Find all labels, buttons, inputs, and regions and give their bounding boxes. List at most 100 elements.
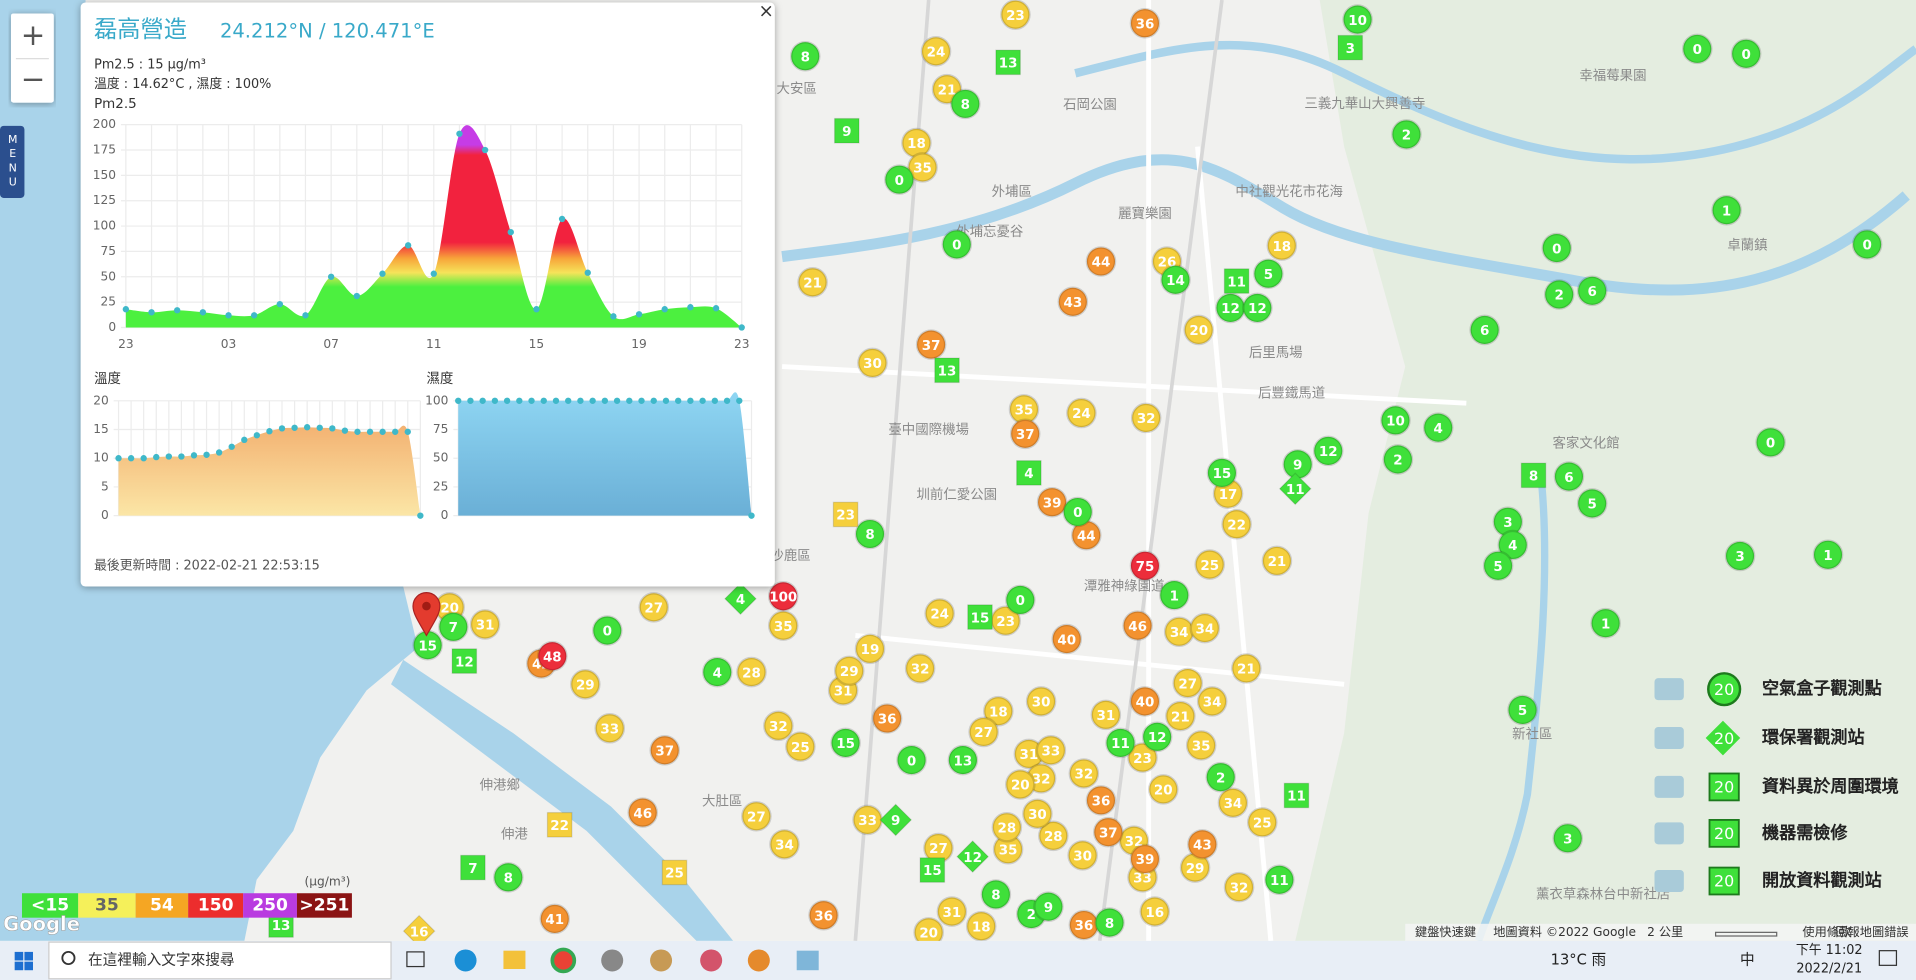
marker-value: 35 — [1015, 404, 1034, 419]
legend-label: 開放資料觀測站 — [1762, 870, 1882, 891]
station-marker — [907, 152, 938, 183]
station-marker — [1130, 402, 1162, 434]
data-point — [327, 273, 335, 280]
marker-value: 46 — [633, 807, 652, 822]
station-marker — [1708, 819, 1740, 848]
marker-value: 8 — [1529, 470, 1538, 485]
station-marker — [1520, 462, 1547, 489]
marker-value: 0 — [895, 174, 904, 189]
data-point — [341, 427, 349, 434]
data-point — [278, 425, 286, 432]
app-icon[interactable] — [601, 949, 624, 972]
app-icon[interactable] — [796, 950, 819, 971]
marker-value: 0 — [1552, 242, 1561, 257]
level-label: 54 — [150, 895, 174, 915]
marker-value: 2 — [1027, 908, 1036, 923]
marker-value: 21 — [803, 276, 822, 291]
marker-value: 32 — [769, 720, 788, 735]
station-marker — [983, 695, 1014, 727]
y-tick-label: 75 — [101, 244, 117, 258]
weather[interactable]: 13°C 雨 — [1551, 951, 1607, 968]
app-icon[interactable] — [700, 949, 723, 972]
task-view[interactable] — [406, 951, 425, 968]
station-marker — [1543, 279, 1575, 310]
station-marker — [1165, 700, 1196, 732]
level-swatch — [21, 893, 79, 918]
marker-value: 4 — [736, 593, 745, 608]
station-marker — [1507, 694, 1538, 726]
pm25-reading: Pm2.5 : 15 μg/m³ — [94, 57, 206, 72]
y-tick-label: 50 — [101, 269, 117, 283]
zoom-in[interactable]: + — [21, 18, 46, 52]
station-marker — [1278, 472, 1312, 506]
marker-value: 32 — [1032, 773, 1051, 788]
place-label: 潭雅神綠園道 — [1084, 579, 1165, 595]
station-marker — [1062, 496, 1094, 528]
marker-value: 32 — [911, 663, 930, 678]
data-point — [661, 306, 668, 313]
ime[interactable]: 中 — [1740, 951, 1755, 968]
station-marker — [1755, 427, 1786, 458]
info-popup: 磊高營造 24.212°N / 120.471°E × Pm2.5 : 15 μ… — [80, 1, 775, 587]
app-icon[interactable] — [747, 949, 770, 972]
marker-value: 15 — [1213, 467, 1232, 482]
footer-link: 鍵盤快速鍵 — [1415, 924, 1476, 939]
marker-value: 0 — [1766, 437, 1775, 452]
chart-title: Pm2.5 — [94, 97, 137, 112]
start-button[interactable] — [14, 951, 33, 971]
marker-value: 6 — [1480, 324, 1489, 339]
data-point — [329, 425, 336, 432]
place-label: 伸港 — [501, 827, 528, 843]
zoom-out[interactable]: − — [21, 62, 46, 96]
station-marker — [1552, 822, 1584, 854]
station-marker — [936, 896, 968, 927]
search-placeholder[interactable]: 在這裡輸入文字來搜尋 — [88, 951, 235, 968]
marker-value: 22 — [550, 819, 569, 834]
marker-value: 1 — [1170, 589, 1179, 604]
chrome-icon[interactable] — [550, 947, 577, 974]
notifications[interactable] — [1878, 950, 1898, 966]
marker-value: 32 — [1230, 881, 1249, 896]
data-point — [276, 300, 284, 308]
level-label: 250 — [252, 895, 288, 915]
marker-value: 34 — [1224, 797, 1243, 812]
data-point — [558, 215, 566, 223]
edge-icon[interactable] — [454, 949, 477, 972]
search-box[interactable] — [48, 941, 392, 980]
station-marker — [833, 117, 860, 144]
marker-value: 12 — [1248, 302, 1267, 317]
station-marker — [904, 653, 936, 684]
marker-value: 36 — [1075, 919, 1094, 934]
data-point — [404, 242, 412, 249]
menu-label[interactable]: MENU — [6, 133, 19, 190]
station-marker — [1187, 829, 1218, 860]
y-tick-label: 150 — [93, 168, 116, 182]
station-marker — [1590, 607, 1621, 639]
marker-value: 19 — [861, 643, 880, 658]
marker-value: 15 — [971, 611, 990, 626]
station-marker — [1148, 774, 1179, 805]
explorer-icon[interactable] — [503, 950, 526, 969]
marker-value: 11 — [1286, 483, 1305, 498]
app-icon[interactable] — [650, 949, 673, 972]
clock-date[interactable]: 2022/2/21 — [1796, 962, 1862, 977]
footer-link: 地圖資料 ©2022 Google — [1493, 925, 1636, 939]
menu-tab[interactable] — [0, 125, 25, 198]
marker-value: 3 — [1503, 516, 1512, 531]
station-marker — [1482, 550, 1514, 582]
station-marker — [570, 669, 601, 700]
marker-value: 31 — [1097, 709, 1116, 724]
data-point — [552, 397, 560, 404]
close-button[interactable]: × — [758, 1, 773, 22]
place-label: 麗寶樂園 — [1118, 205, 1172, 222]
station-marker — [967, 604, 993, 630]
y-tick-label: 25 — [433, 479, 449, 493]
marker-value: 36 — [814, 909, 833, 924]
station-marker — [1005, 584, 1036, 616]
clock-time[interactable]: 下午 11:02 — [1796, 943, 1863, 958]
marker-value: 3 — [1735, 550, 1744, 565]
station-marker — [1681, 33, 1713, 65]
marker-value: 27 — [974, 726, 993, 741]
marker-value: 75 — [1136, 560, 1155, 575]
